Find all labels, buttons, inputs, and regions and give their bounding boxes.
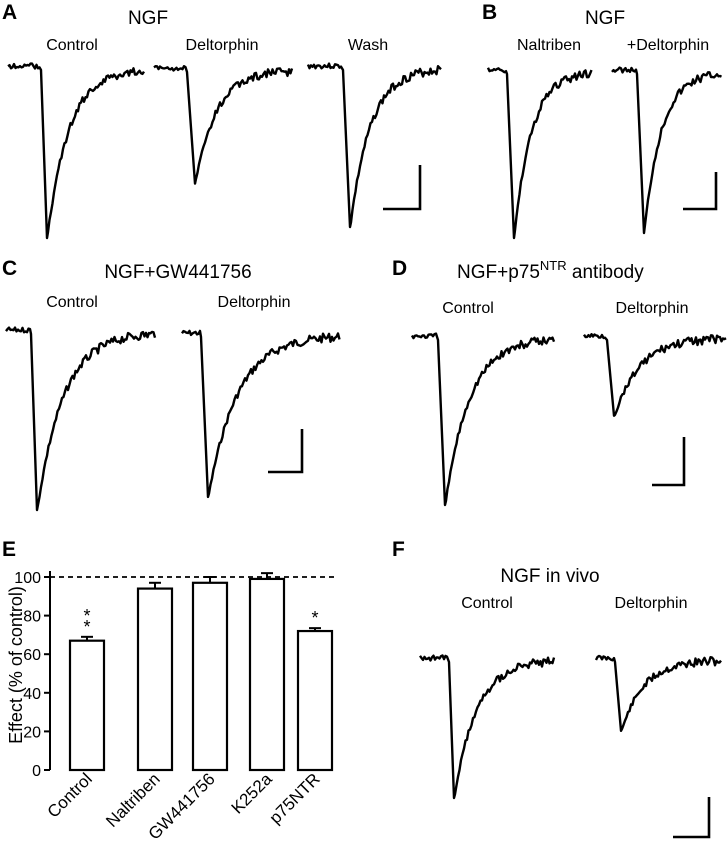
panel-c-scale-bar [268,429,304,474]
panel-letter-c: C [2,257,17,280]
panel-f-trace-label-deltorphin: Deltorphin [615,595,688,612]
y-tick-label-80: 80 [23,609,41,626]
panel-d: D NGF+p75NTR antibody Control Deltorphin [392,257,727,507]
panel-c-title: NGF+GW441756 [104,262,251,283]
y-tick-label-0: 0 [32,763,41,780]
panel-letter-d: D [392,257,407,280]
panel-letter-f: F [392,538,405,561]
panel-c: C NGF+GW441756 Control Deltorphin [2,257,341,512]
panel-a-trace-deltorphin [153,65,294,185]
panel-b-trace-label-naltriben: Naltriben [517,37,581,54]
panel-b-trace-naltriben [486,67,593,240]
panel-b-title: NGF [585,8,625,29]
panel-f-trace-control [419,654,556,800]
panel-d-trace-control [410,332,556,507]
panel-letter-b: B [482,1,497,24]
panel-d-trace-deltorphin [582,333,727,417]
panel-f: F NGF in vivo Control Deltorphin [392,538,722,839]
panel-d-trace-label-deltorphin: Deltorphin [616,300,689,317]
panel-b: B NGF Naltriben +Deltorphin [482,1,723,240]
panel-a-trace-label-wash: Wash [348,37,388,54]
bar-control [68,639,106,772]
panel-f-trace-deltorphin [594,654,722,732]
panel-letter-e: E [2,538,16,561]
panel-d-title: NGF+p75NTR antibody [457,258,644,283]
panel-d-title-superscript: NTR [540,258,567,273]
panel-b-trace-deltorphin [611,66,723,235]
panel-a-trace-label-control: Control [46,37,98,54]
bar-p75ntr [296,629,334,772]
panel-c-trace-label-deltorphin: Deltorphin [218,294,291,311]
panel-f-title: NGF in vivo [500,566,599,587]
category-label-control: Control [44,769,96,821]
panel-a-scale-bar [383,165,422,211]
panel-a-trace-control [7,62,146,240]
y-tick-label-100: 100 [14,570,41,587]
panel-d-title-rest: antibody [567,262,645,283]
bar-naltriben [136,587,174,772]
panel-a: A NGF Control Deltorphin Wash [2,1,442,240]
bar-k252a [248,577,286,772]
panel-c-trace-deltorphin [181,329,341,499]
y-tick-label-40: 40 [23,686,41,703]
panel-a-trace-wash [306,62,442,229]
panel-b-scale-bar [683,172,718,211]
significance-control: * [83,606,90,626]
category-label-p75ntr: p75NTR [266,769,324,827]
panel-d-scale-bar [652,437,686,487]
panel-a-title: NGF [128,8,168,29]
significance-p75ntr: * [311,608,318,628]
bar-gw441756 [191,581,229,772]
panel-f-scale-bar [673,797,711,839]
panel-c-trace-label-control: Control [46,294,98,311]
y-axis-title: Effect (% of control) [6,586,26,744]
panel-d-title-main: NGF+p75 [457,262,540,283]
panel-e: E Effect (% of control) 020406080100**Co… [2,538,336,844]
panel-d-trace-label-control: Control [442,300,494,317]
significance-control: * [83,617,90,637]
panel-c-trace-control [5,326,157,512]
panel-a-trace-label-deltorphin: Deltorphin [186,37,259,54]
y-tick-label-60: 60 [23,647,41,664]
y-tick-label-20: 20 [23,724,41,741]
bar-chart: Effect (% of control) 020406080100**Cont… [6,570,336,844]
panel-f-trace-label-control: Control [461,595,513,612]
panel-b-trace-label-deltorphin: +Deltorphin [627,37,709,54]
panel-letter-a: A [2,1,17,24]
